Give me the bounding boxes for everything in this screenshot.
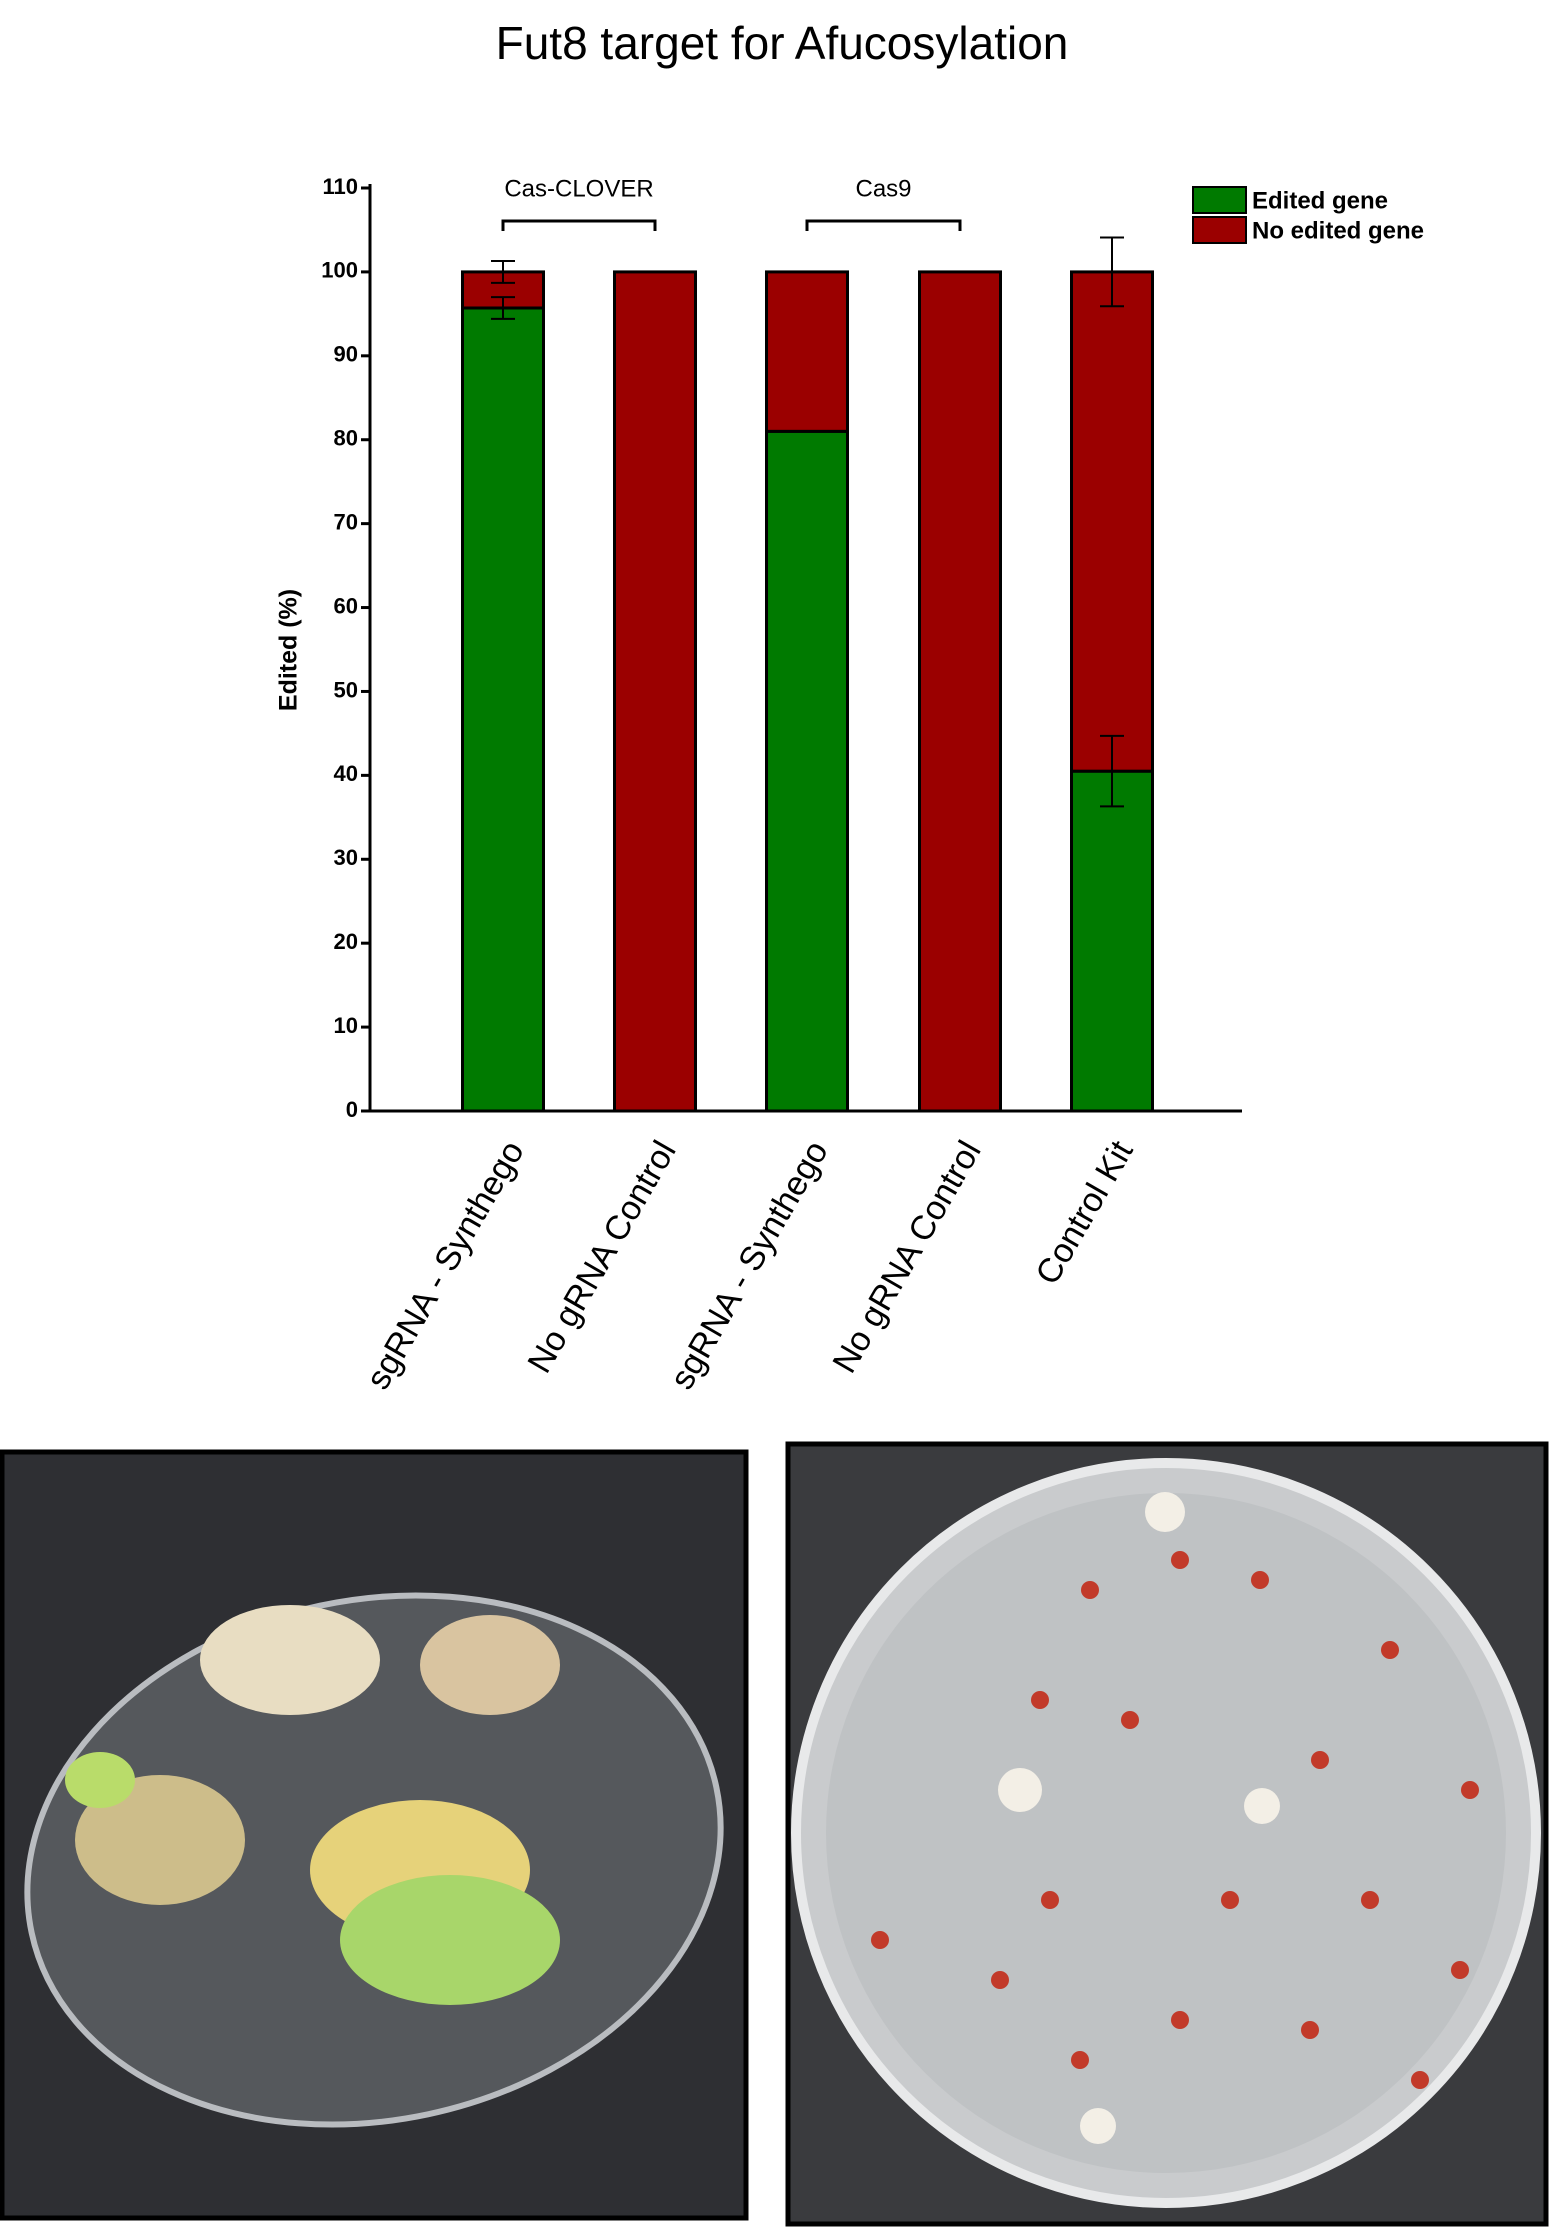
photo-right bbox=[785, 1441, 1549, 2227]
bar-segment bbox=[918, 270, 1002, 1113]
y-tick-label: 80 bbox=[334, 426, 358, 451]
group-label: Cas9 bbox=[855, 175, 911, 202]
error-bar bbox=[491, 296, 515, 320]
y-tick-label: 0 bbox=[346, 1097, 358, 1122]
x-tick-label: sgRNA - Synthego bbox=[663, 1134, 836, 1395]
y-tick-label: 10 bbox=[334, 1013, 358, 1038]
x-tick-label: Control Kit bbox=[1028, 1134, 1141, 1291]
error-bar bbox=[1100, 236, 1124, 308]
x-tick-label: No gRNA Control bbox=[520, 1134, 683, 1379]
photo-left bbox=[0, 1449, 749, 2221]
bar-segment bbox=[765, 270, 849, 433]
y-tick-label: 110 bbox=[323, 174, 359, 199]
plot: 0 10 20 30 40 50 60 70 80 90 100 110 sgRNA - Syntheg… bbox=[321, 174, 1424, 1396]
bar-segment bbox=[765, 429, 849, 1113]
bar-segment bbox=[613, 270, 697, 1113]
x-tick-label: No gRNA Control bbox=[825, 1134, 988, 1379]
group-bracket bbox=[501, 219, 657, 231]
bar-segment bbox=[461, 306, 545, 1113]
y-tick-label: 50 bbox=[334, 677, 358, 702]
legend-swatch bbox=[1192, 186, 1247, 214]
group-bracket bbox=[805, 219, 962, 231]
y-tick-label: 40 bbox=[334, 761, 358, 786]
chart-title: Fut8 target for Afucosylation bbox=[496, 17, 1069, 69]
group-label: Cas-CLOVER bbox=[504, 175, 653, 202]
y-tick-label: 20 bbox=[334, 929, 358, 954]
y-axis-label: Edited (%) bbox=[275, 589, 303, 711]
y-tick-label: 90 bbox=[334, 342, 358, 367]
y-tick-label: 100 bbox=[321, 258, 358, 283]
legend-swatch bbox=[1192, 216, 1247, 244]
error-bar bbox=[1100, 734, 1124, 808]
error-bar bbox=[491, 260, 515, 284]
bar-segment bbox=[1070, 769, 1154, 1113]
legend-label: No edited gene bbox=[1252, 217, 1424, 244]
y-tick-label: 70 bbox=[334, 509, 358, 534]
legend-label: Edited gene bbox=[1252, 187, 1388, 214]
y-tick-label: 60 bbox=[334, 593, 358, 618]
x-tick-label: sgRNA - Synthego bbox=[359, 1134, 532, 1395]
bar-segment bbox=[1070, 270, 1154, 773]
y-tick-label: 30 bbox=[334, 845, 358, 870]
